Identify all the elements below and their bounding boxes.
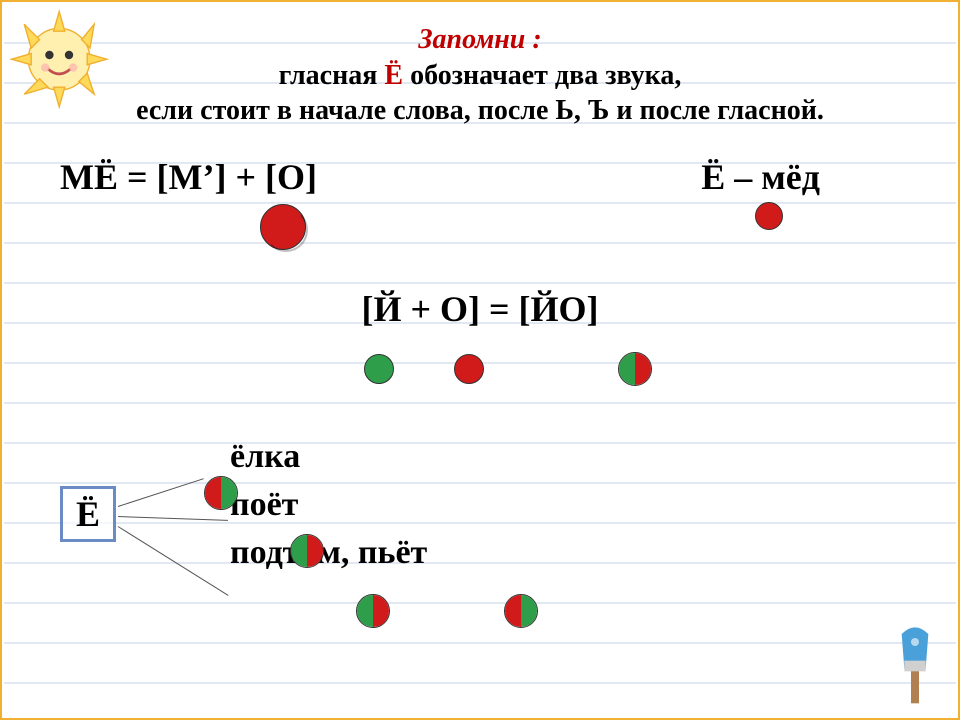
brush-decoration [888, 626, 942, 706]
red-dot-large [260, 204, 306, 250]
phoneme-dot [290, 534, 324, 568]
example-2: поёт [230, 486, 427, 524]
title: Запомни : [0, 24, 960, 56]
connector-line [118, 526, 229, 596]
formula-row: МЁ = [М’] + [О] Ё – мёд [0, 128, 960, 198]
phoneme-dot [204, 476, 238, 510]
formula-right: Ё – мёд [701, 157, 820, 197]
subtitle-pre: гласная [279, 60, 385, 91]
letter-box: Ё [60, 486, 116, 542]
connector-line [118, 516, 228, 521]
formula-left: МЁ = [М’] + [О] [60, 157, 317, 197]
center-formula: [Й + О] = [ЙО] [0, 288, 960, 330]
phoneme-dot [504, 594, 538, 628]
subtitle-highlight: Ё [384, 60, 403, 91]
content-area: Запомни : гласная Ё обозначает два звука… [0, 0, 960, 720]
red-dot-small [755, 202, 783, 230]
example-3: подъём, пьёт [230, 534, 427, 572]
phoneme-dot [454, 354, 484, 384]
phoneme-dot [618, 352, 652, 386]
phoneme-dot [364, 354, 394, 384]
subtitle-post: обозначает два звука, если стоит в начал… [136, 60, 824, 126]
letter-box-text: Ё [76, 493, 100, 535]
example-1: ёлка [230, 438, 427, 476]
examples-list: ёлка поёт подъём, пьёт [230, 438, 427, 582]
subtitle: гласная Ё обозначает два звука, если сто… [60, 58, 900, 128]
phoneme-dot [356, 594, 390, 628]
connector-line [118, 478, 204, 507]
